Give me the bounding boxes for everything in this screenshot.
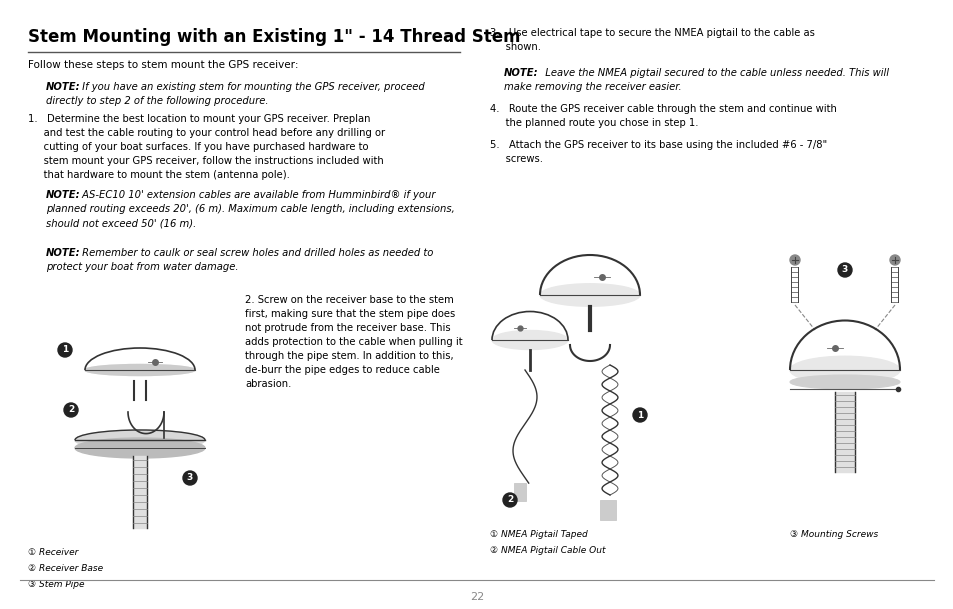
Text: de-burr the pipe edges to reduce cable: de-burr the pipe edges to reduce cable bbox=[245, 365, 439, 375]
Ellipse shape bbox=[85, 365, 194, 376]
Circle shape bbox=[502, 493, 517, 507]
Text: 3: 3 bbox=[841, 266, 847, 275]
Circle shape bbox=[837, 263, 851, 277]
Text: first, making sure that the stem pipe does: first, making sure that the stem pipe do… bbox=[245, 309, 455, 319]
Text: protect your boat from water damage.: protect your boat from water damage. bbox=[46, 262, 238, 272]
Text: screws.: screws. bbox=[490, 154, 542, 164]
Text: not protrude from the receiver base. This: not protrude from the receiver base. Thi… bbox=[245, 323, 450, 333]
Text: 1: 1 bbox=[62, 345, 68, 354]
Text: NOTE:: NOTE: bbox=[46, 248, 81, 258]
Text: ② Receiver Base: ② Receiver Base bbox=[28, 564, 103, 573]
Text: stem mount your GPS receiver, follow the instructions included with: stem mount your GPS receiver, follow the… bbox=[28, 156, 383, 166]
Ellipse shape bbox=[85, 365, 194, 376]
Text: 4.   Route the GPS receiver cable through the stem and continue with: 4. Route the GPS receiver cable through … bbox=[490, 104, 836, 114]
Text: make removing the receiver easier.: make removing the receiver easier. bbox=[503, 82, 680, 92]
Text: directly to step 2 of the following procedure.: directly to step 2 of the following proc… bbox=[46, 96, 268, 106]
Text: cutting of your boat surfaces. If you have purchased hardware to: cutting of your boat surfaces. If you ha… bbox=[28, 142, 368, 152]
Ellipse shape bbox=[789, 375, 899, 389]
Bar bbox=[599, 500, 616, 520]
Text: through the pipe stem. In addition to this,: through the pipe stem. In addition to th… bbox=[245, 351, 453, 361]
Circle shape bbox=[889, 255, 899, 265]
Text: shown.: shown. bbox=[490, 42, 540, 52]
Text: 1.   Determine the best location to mount your GPS receiver. Preplan: 1. Determine the best location to mount … bbox=[28, 114, 370, 124]
Text: adds protection to the cable when pulling it: adds protection to the cable when pullin… bbox=[245, 337, 462, 347]
Text: 2. Screw on the receiver base to the stem: 2. Screw on the receiver base to the ste… bbox=[245, 295, 454, 305]
Text: AS-EC10 10' extension cables are available from Humminbird® if your: AS-EC10 10' extension cables are availab… bbox=[79, 190, 435, 200]
Circle shape bbox=[789, 255, 800, 265]
Circle shape bbox=[58, 343, 71, 357]
Text: Remember to caulk or seal screw holes and drilled holes as needed to: Remember to caulk or seal screw holes an… bbox=[79, 248, 433, 258]
Text: NOTE:: NOTE: bbox=[46, 82, 81, 92]
Circle shape bbox=[64, 403, 78, 417]
Text: 3: 3 bbox=[187, 474, 193, 482]
Circle shape bbox=[633, 408, 646, 422]
Text: Follow these steps to stem mount the GPS receiver:: Follow these steps to stem mount the GPS… bbox=[28, 60, 298, 70]
Text: should not exceed 50' (16 m).: should not exceed 50' (16 m). bbox=[46, 218, 196, 228]
Text: NOTE:: NOTE: bbox=[46, 190, 81, 200]
Circle shape bbox=[183, 471, 196, 485]
Text: ③ Mounting Screws: ③ Mounting Screws bbox=[789, 530, 878, 539]
Ellipse shape bbox=[492, 331, 567, 350]
Text: ① NMEA Pigtail Taped: ① NMEA Pigtail Taped bbox=[490, 530, 587, 539]
Ellipse shape bbox=[75, 430, 205, 450]
Text: that hardware to mount the stem (antenna pole).: that hardware to mount the stem (antenna… bbox=[28, 170, 290, 180]
Bar bbox=[514, 483, 525, 501]
Text: and test the cable routing to your control head before any drilling or: and test the cable routing to your contr… bbox=[28, 128, 385, 138]
Text: If you have an existing stem for mounting the GPS receiver, proceed: If you have an existing stem for mountin… bbox=[79, 82, 424, 92]
Text: Stem Mounting with an Existing 1" - 14 Thread Stem: Stem Mounting with an Existing 1" - 14 T… bbox=[28, 28, 520, 46]
Ellipse shape bbox=[539, 284, 639, 306]
Text: abrasion.: abrasion. bbox=[245, 379, 291, 389]
Text: 2: 2 bbox=[506, 496, 513, 504]
Text: 5.   Attach the GPS receiver to its base using the included #6 - 7/8": 5. Attach the GPS receiver to its base u… bbox=[490, 140, 826, 150]
Ellipse shape bbox=[789, 356, 899, 384]
Text: 2: 2 bbox=[68, 406, 74, 415]
Text: NOTE:: NOTE: bbox=[503, 68, 538, 78]
Text: 22: 22 bbox=[470, 592, 483, 602]
Text: ③ Stem Pipe: ③ Stem Pipe bbox=[28, 580, 85, 589]
Text: Leave the NMEA pigtail secured to the cable unless needed. This will: Leave the NMEA pigtail secured to the ca… bbox=[538, 68, 888, 78]
Text: ② NMEA Pigtail Cable Out: ② NMEA Pigtail Cable Out bbox=[490, 546, 605, 555]
Text: 1: 1 bbox=[637, 410, 642, 420]
Text: ① Receiver: ① Receiver bbox=[28, 548, 78, 557]
Ellipse shape bbox=[75, 438, 205, 458]
Text: planned routing exceeds 20', (6 m). Maximum cable length, including extensions,: planned routing exceeds 20', (6 m). Maxi… bbox=[46, 204, 455, 214]
Text: 3.   Use electrical tape to secure the NMEA pigtail to the cable as: 3. Use electrical tape to secure the NME… bbox=[490, 28, 814, 38]
Bar bbox=[132, 456, 147, 528]
Text: the planned route you chose in step 1.: the planned route you chose in step 1. bbox=[490, 118, 698, 128]
Bar bbox=[834, 392, 854, 472]
